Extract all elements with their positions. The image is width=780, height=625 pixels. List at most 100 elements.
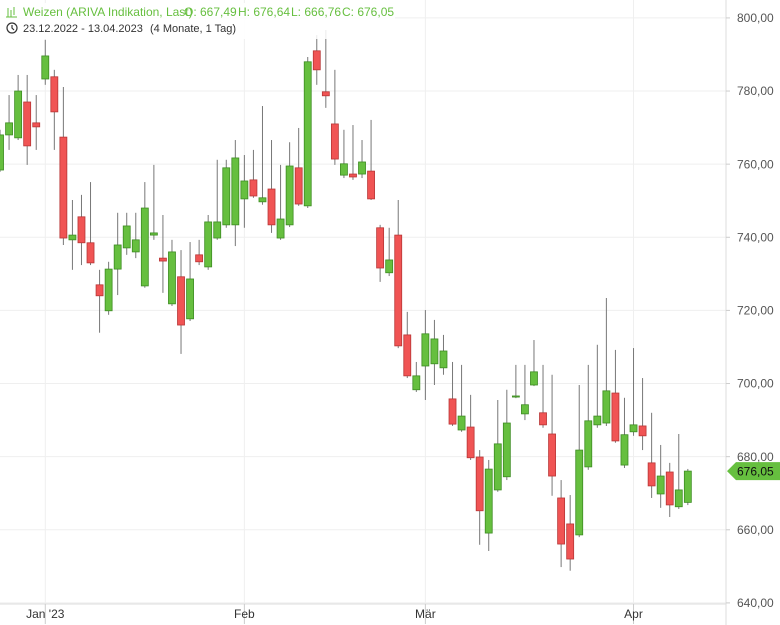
candle-body <box>656 475 665 495</box>
candle-body <box>177 276 185 326</box>
candle-body <box>258 197 267 203</box>
candle-body <box>240 180 249 200</box>
clock-icon <box>6 22 18 34</box>
candle-body <box>222 167 231 226</box>
candle-body <box>611 392 620 442</box>
candle-body <box>502 422 511 478</box>
candle-body <box>403 334 412 377</box>
candle-body <box>186 278 194 320</box>
candle-body <box>674 489 683 508</box>
candle-body <box>77 216 86 244</box>
y-tick-label: 720,00 <box>737 304 774 318</box>
candle-body <box>59 136 68 239</box>
candle-body <box>312 50 321 71</box>
candle-body <box>412 375 421 391</box>
duration: (4 Monate, 1 Tag) <box>150 23 236 35</box>
candle-body <box>638 425 647 437</box>
x-tick-label: Mär <box>415 607 436 621</box>
candle-body <box>340 163 348 176</box>
candle-body <box>620 434 629 466</box>
x-tick-label: Apr <box>624 607 643 621</box>
y-tick-label: 780,00 <box>737 84 774 98</box>
candle-body <box>439 350 448 369</box>
candle-body <box>548 433 556 477</box>
candle-body <box>86 242 95 264</box>
y-tick-label: 640,00 <box>737 596 774 610</box>
date-range: 23.12.2022 - 13.04.2023 <box>23 23 143 35</box>
candle-body <box>475 456 484 512</box>
candle-body <box>394 234 403 347</box>
candle-body <box>159 257 167 262</box>
ohlc-high: H: 676,64 <box>238 5 290 19</box>
candle-body <box>95 284 104 297</box>
candle-body <box>0 134 4 171</box>
candle-body <box>484 468 493 534</box>
candle-body <box>122 225 131 249</box>
candle-body <box>349 173 357 178</box>
y-tick-label: 660,00 <box>737 523 774 537</box>
candle-body <box>104 268 113 312</box>
candle-body <box>575 449 584 536</box>
candle-body <box>421 333 430 367</box>
y-tick-label: 740,00 <box>737 230 774 244</box>
candle-body <box>32 122 41 128</box>
candles <box>0 29 692 571</box>
candle-body <box>321 91 330 97</box>
candle-body <box>539 412 547 426</box>
candle-body <box>602 390 611 424</box>
candle-body <box>584 420 593 468</box>
candle-body <box>665 471 674 506</box>
candle-body <box>683 470 692 503</box>
candle-body <box>168 251 176 305</box>
candle-body <box>566 523 575 560</box>
candle-body <box>385 259 394 274</box>
candle-body <box>457 415 466 431</box>
candle-body <box>50 76 59 113</box>
ohlc-open: O: 667,49 <box>184 5 237 19</box>
last-price-badge <box>727 462 780 481</box>
candle-body <box>647 462 656 487</box>
candle-body <box>593 415 602 426</box>
candle-body <box>493 443 502 491</box>
candle-body <box>14 90 23 139</box>
candle-body <box>5 122 13 136</box>
grid <box>0 0 726 604</box>
candle-body <box>140 207 149 287</box>
candle-body <box>213 221 222 239</box>
y-tick-label: 800,00 <box>737 11 774 25</box>
candle-body <box>466 426 475 459</box>
candle-body <box>149 232 158 236</box>
y-tick-label: 680,00 <box>737 450 774 464</box>
candle-body <box>68 234 77 241</box>
candle-body <box>113 244 122 270</box>
candle-body <box>294 167 303 205</box>
candle-body <box>195 254 204 263</box>
candle-body <box>358 161 366 175</box>
candle-body <box>23 101 32 147</box>
candle-body <box>367 170 375 200</box>
candle-body <box>629 424 638 433</box>
candle-body <box>448 398 457 425</box>
candle-body <box>267 188 276 226</box>
chart-icon <box>6 7 17 18</box>
candle-body <box>521 404 529 415</box>
candle-body <box>231 157 240 226</box>
ohlc-close: C: 676,05 <box>342 5 394 19</box>
candle-body <box>376 227 385 269</box>
candle-body <box>330 123 339 160</box>
candle-body <box>249 179 258 197</box>
candle-body <box>276 218 285 239</box>
candle-body <box>557 497 566 545</box>
last-price-label: 676,05 <box>737 464 774 478</box>
candle-body <box>204 221 213 268</box>
candle-body <box>303 61 312 207</box>
x-tick-label: Jan '23 <box>26 607 65 621</box>
candle-body <box>430 338 439 365</box>
candle-body <box>285 165 294 226</box>
chart-title: Weizen (ARIVA Indikation, Last) <box>23 5 193 19</box>
candle-body <box>131 239 140 253</box>
y-tick-label: 760,00 <box>737 157 774 171</box>
x-tick-label: Feb <box>234 607 255 621</box>
